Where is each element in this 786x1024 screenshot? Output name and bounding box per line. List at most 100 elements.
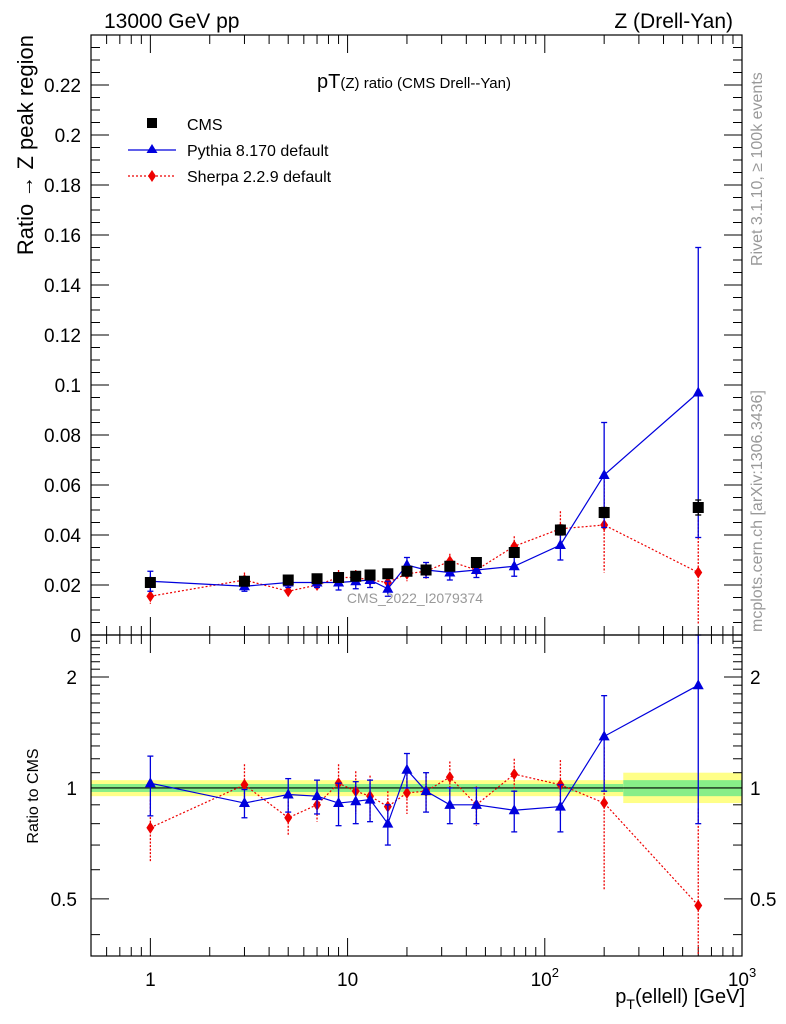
ratio-pythia-point <box>333 797 345 808</box>
ratio-pythia-point <box>282 788 294 799</box>
main-sherpa-line <box>150 524 699 597</box>
ratio-sherpa-point <box>600 797 609 810</box>
mcplots-side-label: mcplots.cern.ch [arXiv:1306.3436] <box>749 390 766 632</box>
main-cms-point <box>238 575 250 587</box>
x-tick-label: 102 <box>531 965 559 991</box>
ratio-sherpa-point <box>445 771 454 784</box>
x-tick-label-base: 10 <box>531 970 552 991</box>
x-axis-label-p: p <box>615 986 626 1008</box>
x-axis-label-sub: T <box>626 996 635 1012</box>
ratio-pythia-point <box>144 777 156 788</box>
legend-sherpa-marker <box>148 170 156 182</box>
ratio-pythia-point <box>401 763 413 774</box>
ratio-sherpa-point <box>284 811 293 824</box>
main-cms-point <box>598 507 610 518</box>
main-pythia-point <box>382 582 394 593</box>
main-pythia-line <box>150 392 699 590</box>
ratio-y-tick-label: 2 <box>66 668 77 689</box>
main-cms-point <box>692 502 704 513</box>
ratio-y-tick-label-right: 2 <box>750 668 761 689</box>
main-cms-point <box>333 572 345 583</box>
main-cms-point <box>364 569 376 581</box>
main-pythia-point <box>692 386 704 397</box>
legend-pythia-marker <box>146 144 158 153</box>
main-y-tick-label: 0.14 <box>44 276 81 297</box>
main-sherpa-point <box>694 566 703 579</box>
main-pythia-point <box>598 469 610 479</box>
main-sherpa-point <box>146 590 155 603</box>
ratio-pythia-point <box>554 800 566 811</box>
main-title: pT(Z) ratio (CMS Drell--Yan) <box>317 71 511 93</box>
main-y-axis-label: Ratio → Z peak region <box>13 35 38 255</box>
x-tick-label-base: 10 <box>728 970 749 991</box>
legend-sherpa-label: Sherpa 2.2.9 default <box>187 169 332 186</box>
main-cms-point <box>444 560 456 572</box>
ratio-sherpa-point <box>510 768 519 781</box>
main-pythia-point <box>554 539 566 549</box>
main-cms-point <box>350 570 362 582</box>
ratio-sherpa-point <box>402 786 411 799</box>
x-tick-label-base: 10 <box>337 970 358 991</box>
x-axis-label: pT(ellell) [GeV] <box>615 986 745 1012</box>
ratio-pythia-point <box>382 817 394 828</box>
ratio-pythia-point <box>350 795 362 806</box>
ratio-y-tick-label: 0.5 <box>51 890 77 911</box>
header-left: 13000 GeV pp <box>104 10 239 33</box>
x-axis-label-rest: (ellell) [GeV] <box>635 986 745 1008</box>
legend: CMS Pythia 8.170 default Sherpa 2.2.9 de… <box>128 117 332 186</box>
ratio-sherpa-point <box>240 778 249 791</box>
x-tick-label: 103 <box>728 965 756 991</box>
main-y-tick-label: 0.12 <box>44 326 81 347</box>
header-right: Z (Drell-Yan) <box>614 10 733 33</box>
main-title-rest: (Z) ratio (CMS Drell--Yan) <box>340 75 511 92</box>
watermark-label: CMS_2022_I2079374 <box>347 590 483 606</box>
main-y-tick-label: 0.1 <box>55 376 81 397</box>
main-y-tick-label: 0.16 <box>44 226 81 247</box>
main-cms-point <box>420 564 432 576</box>
ratio-y-tick-label: 1 <box>66 779 77 800</box>
main-cms-point <box>470 557 482 568</box>
ratio-pythia-point <box>692 679 704 690</box>
ratio-pythia-point <box>444 798 456 809</box>
main-pythia-point <box>470 564 482 574</box>
ratio-plot-frame <box>90 634 743 957</box>
main-cms-point <box>282 574 294 586</box>
main-sherpa-point <box>284 585 293 598</box>
ratio-pythia-point <box>311 790 323 801</box>
ratio-pythia-point <box>238 797 250 808</box>
ratio-y-tick-label-right: 0.5 <box>750 890 776 911</box>
x-tick-label-base: 1 <box>145 970 156 991</box>
ratio-pythia-point <box>598 730 610 741</box>
ratio-pythia-point <box>508 804 520 815</box>
main-y-tick-label: 0.06 <box>44 476 81 497</box>
ratio-y-tick-label-right: 1 <box>750 779 761 800</box>
ratio-sherpa-point <box>694 899 703 912</box>
main-cms-point <box>382 568 394 580</box>
x-tick-label: 1 <box>145 970 156 991</box>
main-cms-point <box>144 577 156 588</box>
main-y-tick-label: 0.08 <box>44 426 81 447</box>
ratio-pythia-point <box>470 798 482 809</box>
main-y-tick-label: 0.04 <box>44 526 81 547</box>
ratio-sherpa-point <box>146 821 155 834</box>
rivet-side-label: Rivet 3.1.10, ≥ 100k events <box>749 72 766 266</box>
ratio-y-axis-label: Ratio to CMS <box>25 748 42 843</box>
main-y-tick-label: 0.18 <box>44 176 81 197</box>
ratio-pythia-point <box>420 785 432 796</box>
ratio-pythia-point <box>364 793 376 804</box>
main-cms-point <box>508 547 520 558</box>
legend-cms-label: CMS <box>187 117 223 134</box>
main-pythia-point <box>508 560 520 571</box>
ratio-sherpa-line <box>150 773 699 906</box>
main-y-tick-label: 0.02 <box>44 576 81 597</box>
x-tick-label: 10 <box>337 970 358 991</box>
x-tick-label-exponent: 2 <box>552 965 559 980</box>
legend-cms-marker <box>147 118 157 128</box>
main-y-tick-label: 0.2 <box>55 126 81 147</box>
ratio-pythia-line <box>150 684 699 825</box>
main-cms-point <box>311 573 323 585</box>
x-tick-label-exponent: 3 <box>749 965 756 980</box>
main-y-tick-label: 0.22 <box>44 76 81 97</box>
main-y-tick-label: 0 <box>70 626 81 647</box>
